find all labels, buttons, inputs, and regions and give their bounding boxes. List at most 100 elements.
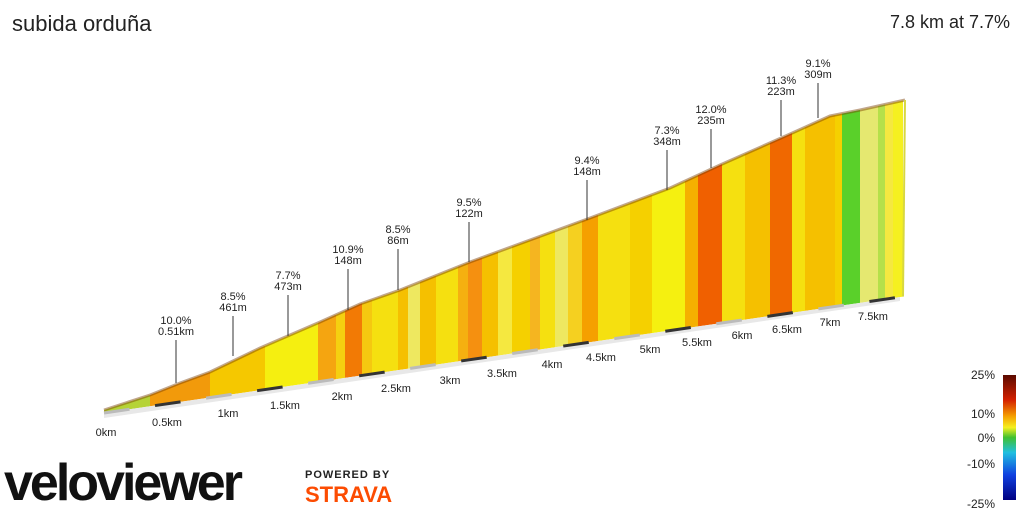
base-segment (256, 385, 283, 393)
legend-label: 10% (971, 407, 995, 421)
base-segment (409, 363, 436, 370)
annotation-grade: 7.3% (654, 125, 679, 137)
base-segment (614, 333, 640, 341)
grade-strip (598, 203, 630, 342)
grade-strip (893, 100, 903, 299)
base-segment (154, 400, 181, 408)
grade-strip (420, 275, 436, 367)
distance-label: 3.5km (487, 368, 517, 380)
base-segment (460, 355, 487, 363)
grade-strip (498, 246, 512, 356)
distance-label: 0.5km (152, 417, 182, 429)
annotation-grade: 8.5% (385, 224, 410, 236)
grade-strip (372, 290, 398, 374)
base (104, 297, 900, 418)
grade-strip (408, 282, 420, 369)
grade-strip (336, 310, 345, 380)
grade-strip (436, 266, 458, 365)
annotation-length: 148m (334, 255, 362, 267)
grade-strip (698, 164, 722, 327)
grade-strip (885, 102, 893, 300)
powered-by: POWERED BY (305, 469, 390, 481)
grade-strip (468, 257, 482, 360)
distance-label: 2km (332, 391, 353, 403)
grade-strip (860, 106, 878, 303)
legend-label: 25% (971, 368, 995, 382)
distance-label: 0km (96, 427, 117, 439)
grade-strip (745, 142, 770, 320)
logo: veloviewer (4, 454, 243, 512)
strava: STRAVA (305, 482, 392, 507)
annotation-length: 461m (219, 302, 247, 314)
grade-strip (512, 240, 530, 354)
base-segment (511, 348, 538, 355)
annotation-length: 86m (387, 235, 408, 247)
annotation-length: 348m (653, 136, 681, 148)
distance-label: 7.5km (858, 311, 888, 323)
base-segment (665, 326, 692, 333)
annotation-grade: 11.3% (766, 75, 797, 87)
annotations: 10.0%0.51km8.5%461m7.7%473m10.9%148m8.5%… (158, 58, 832, 383)
grade-strip (210, 345, 265, 398)
distance-label: 3km (440, 375, 461, 387)
annotation-grade: 8.5% (220, 291, 245, 303)
grade-strip (805, 115, 835, 311)
annotation-grade: 12.0% (695, 104, 726, 116)
profile-edge (103, 98, 906, 412)
base-segment (767, 311, 794, 318)
grade-strip (150, 372, 210, 407)
legend-label: -10% (967, 457, 995, 471)
grade-strip (652, 181, 685, 334)
grade-strip (792, 127, 805, 313)
grade-strip (345, 303, 362, 378)
distance-label: 7km (820, 317, 841, 329)
distance-label: 2.5km (381, 383, 411, 395)
profile (103, 98, 906, 418)
base-segment (307, 378, 334, 385)
grade-strip (318, 314, 336, 382)
grade-strip (398, 286, 408, 371)
annotation-length: 235m (697, 115, 725, 127)
legend-label: 0% (978, 431, 996, 445)
grade-strip (265, 322, 318, 390)
grade-strip (530, 236, 540, 351)
grade-strip (555, 226, 568, 348)
title: subida orduña (12, 11, 152, 36)
grade-strip (104, 395, 150, 413)
grade-strip (842, 110, 860, 306)
annotation-length: 309m (804, 69, 832, 81)
distance-label: 1km (218, 408, 239, 420)
legend-bar (1003, 375, 1016, 500)
annotation-grade: 9.1% (805, 58, 830, 70)
grade-strip (582, 215, 598, 344)
right-edge (902, 99, 906, 297)
grade-strip (835, 113, 842, 307)
annotation-grade: 9.4% (574, 155, 599, 167)
grade-strip (540, 230, 555, 350)
base-segment (563, 340, 589, 348)
annotation-length: 148m (573, 166, 601, 178)
grade-strip (770, 133, 792, 316)
distance-label: 1.5km (270, 400, 300, 412)
annotation-grade: 10.9% (332, 244, 363, 256)
annotation-grade: 7.7% (275, 270, 300, 282)
base-segment (716, 318, 743, 326)
grade-strip (482, 251, 498, 358)
summary: 7.8 km at 7.7% (890, 12, 1010, 32)
grade-strip (362, 299, 372, 376)
legend: 25% 10% 0% -10% -25% (967, 368, 995, 511)
base-segment (818, 303, 845, 311)
distance-label: 4.5km (586, 352, 616, 364)
distance-label: 6km (732, 330, 753, 342)
distance-labels: 0km 0.5km 1km 1.5km 2km 2.5km 3km 3.5km 4km 4.5km… (96, 311, 888, 439)
base-segment (205, 392, 232, 400)
annotation-length: 122m (455, 208, 483, 220)
annotation-length: 0.51km (158, 326, 194, 338)
legend-label: -25% (967, 497, 995, 511)
distance-label: 5.5km (682, 337, 712, 349)
grade-strip (458, 262, 468, 362)
annotation-length: 223m (767, 86, 795, 98)
base-segment (869, 296, 896, 303)
distance-label: 6.5km (772, 324, 802, 336)
